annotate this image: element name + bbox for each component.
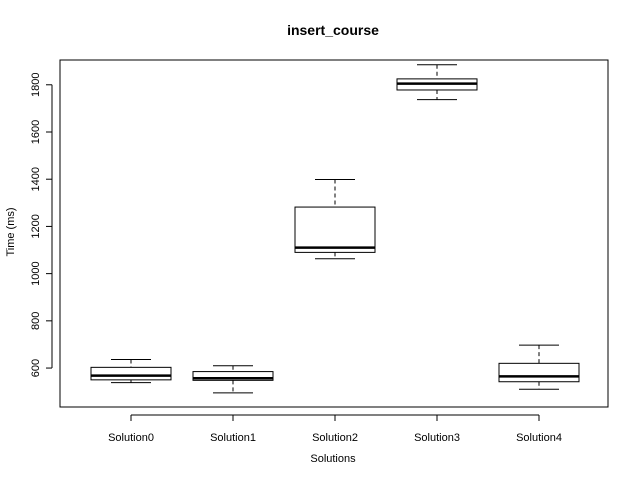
box-solution0: [90, 359, 172, 384]
y-tick-label: 1400: [30, 167, 42, 191]
x-tick-label: Solution0: [108, 432, 154, 444]
x-axis: Solution0 Solution1 Solution2 Solution3 Solu…: [108, 414, 562, 444]
x-tick-label: Solution2: [312, 432, 358, 444]
iqr-box: [294, 206, 376, 253]
y-axis: 600 800 1000 1200 1400 1600 1800: [30, 73, 53, 377]
chart-title: insert_course: [287, 22, 379, 38]
y-tick-label: 1800: [30, 73, 42, 97]
iqr-box: [192, 371, 274, 381]
y-tick-label: 800: [30, 312, 42, 330]
box-solution1: [192, 365, 274, 394]
y-tick-label: 1200: [30, 214, 42, 238]
x-tick-label: Solution4: [516, 432, 562, 444]
iqr-box: [90, 366, 172, 381]
box-solution3: [396, 64, 478, 101]
y-tick-label: 1000: [30, 261, 42, 285]
boxes-group: [90, 64, 580, 394]
y-tick-label: 600: [30, 359, 42, 377]
box-solution4: [498, 344, 580, 390]
x-axis-label: Solutions: [310, 453, 356, 465]
x-tick-label: Solution3: [414, 432, 460, 444]
plot-frame: [59, 59, 609, 408]
y-axis-label: Time (ms): [5, 207, 17, 256]
iqr-box: [498, 362, 580, 383]
box-solution2: [294, 178, 376, 260]
x-tick-label: Solution1: [210, 432, 256, 444]
y-tick-label: 1600: [30, 120, 42, 144]
